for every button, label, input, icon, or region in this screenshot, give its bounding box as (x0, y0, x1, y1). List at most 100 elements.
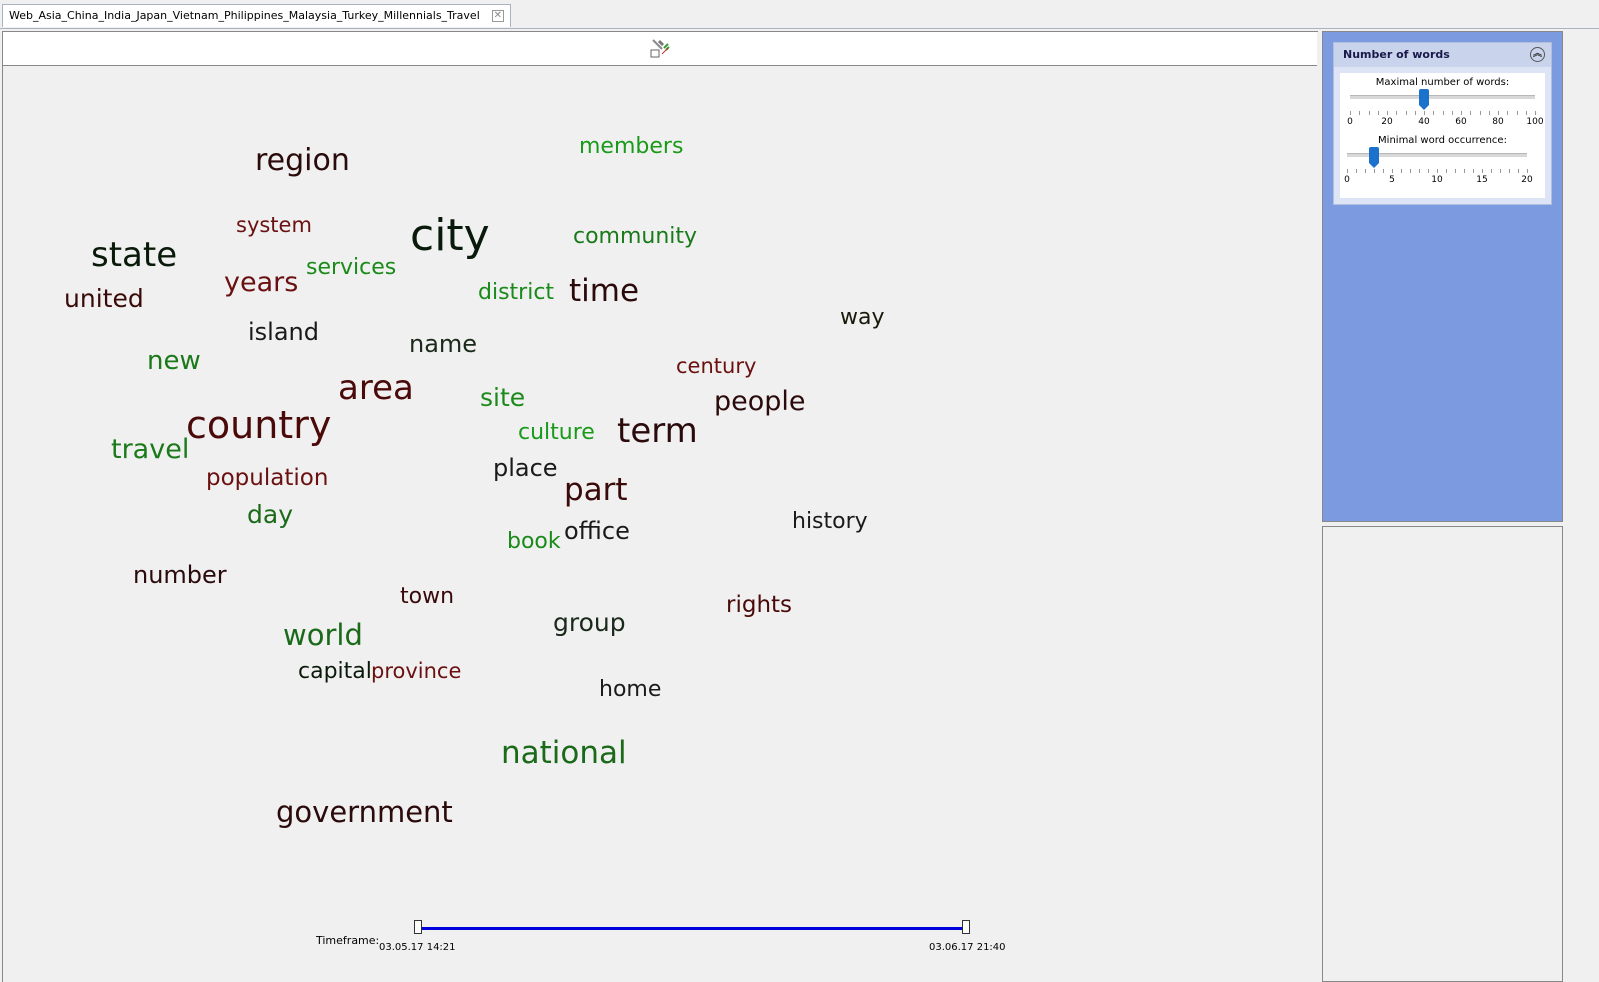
max-words-slider-tick-label: 0 (1347, 117, 1353, 127)
max-words-slider-tick (1368, 111, 1370, 115)
word-country[interactable]: country (186, 403, 332, 447)
max-words-slider-tick (1424, 111, 1425, 115)
word-region[interactable]: region (255, 143, 350, 178)
max-words-slider-tick-label: 100 (1526, 117, 1544, 127)
word-travel[interactable]: travel (111, 434, 190, 465)
timeframe-end-handle[interactable] (962, 920, 970, 934)
word-area[interactable]: area (338, 368, 414, 408)
word-way[interactable]: way (840, 305, 885, 330)
min-occurrence-slider-tick (1518, 169, 1519, 173)
max-words-slider-tick (1498, 111, 1499, 115)
word-term[interactable]: term (617, 411, 698, 451)
tab-strip: Web_Asia_China_India_Japan_Vietnam_Phili… (0, 0, 1599, 29)
word-new[interactable]: new (147, 346, 201, 376)
word-years[interactable]: years (224, 267, 299, 298)
word-rights[interactable]: rights (726, 592, 793, 618)
word-number[interactable]: number (133, 561, 227, 589)
max-words-slider-tick (1359, 111, 1361, 115)
word-name[interactable]: name (409, 330, 478, 358)
max-words-slider-tick (1405, 111, 1407, 115)
min-occurrence-label: Minimal word occurrence: (1378, 135, 1507, 146)
timeframe-track[interactable] (420, 927, 968, 930)
min-occurrence-slider-tick (1491, 169, 1492, 173)
word-province[interactable]: province (371, 659, 462, 683)
min-occurrence-slider-tick (1347, 169, 1348, 173)
min-occurrence-slider-tick (1392, 169, 1393, 173)
min-occurrence-slider-thumb[interactable] (1369, 147, 1379, 168)
min-occurrence-slider-tick (1455, 169, 1456, 173)
min-occurrence-slider-tick (1410, 169, 1411, 173)
settings-header: Number of words ︽ (1334, 43, 1551, 67)
word-place[interactable]: place (493, 454, 558, 482)
word-site[interactable]: site (480, 383, 526, 412)
max-words-slider-track[interactable] (1350, 95, 1535, 99)
word-people[interactable]: people (714, 386, 806, 417)
lower-right-panel (1322, 526, 1563, 982)
word-book[interactable]: book (507, 529, 561, 554)
max-words-slider-tick-label: 40 (1418, 117, 1430, 127)
min-occurrence-slider-tick (1356, 169, 1357, 173)
word-town[interactable]: town (400, 584, 455, 609)
max-words-slider[interactable]: 0 20 40 60 80 100 (1347, 89, 1544, 129)
max-words-label: Maximal number of words: (1375, 77, 1510, 88)
min-occurrence-slider-tick (1437, 169, 1438, 173)
tab-word-cloud[interactable]: Web_Asia_China_India_Japan_Vietnam_Phili… (2, 4, 511, 27)
max-words-slider-tick (1479, 111, 1481, 115)
toolbar (3, 32, 1317, 66)
word-state[interactable]: state (91, 235, 178, 275)
word-district[interactable]: district (478, 280, 555, 305)
word-time[interactable]: time (569, 273, 640, 309)
min-occurrence-slider-tick-label: 10 (1431, 175, 1443, 185)
min-occurrence-slider-tick (1473, 169, 1474, 173)
max-words-slider-tick (1535, 111, 1536, 115)
timeframe-start-handle[interactable] (414, 920, 422, 934)
word-home[interactable]: home (599, 677, 662, 702)
max-words-slider-tick (1433, 111, 1435, 115)
timeframe-end-date: 03.06.17 21:40 (929, 942, 1006, 953)
word-members[interactable]: members (579, 134, 684, 159)
timeframe-label: Timeframe: (316, 934, 380, 947)
word-government[interactable]: government (276, 795, 453, 829)
min-occurrence-slider-tick (1509, 169, 1510, 173)
word-island[interactable]: island (248, 318, 319, 346)
min-occurrence-slider-track[interactable] (1347, 153, 1527, 157)
word-system[interactable]: system (236, 213, 312, 237)
settings-panel: Number of words ︽ Maximal number of word… (1322, 31, 1563, 522)
max-words-slider-tick-label: 80 (1492, 117, 1504, 127)
word-cloud: region members system city community state yea… (3, 66, 1317, 926)
close-icon[interactable]: ✕ (491, 10, 504, 22)
max-words-slider-tick (1525, 111, 1527, 115)
max-words-slider-thumb[interactable] (1419, 89, 1429, 110)
max-words-slider-tick-label: 60 (1455, 117, 1467, 127)
min-occurrence-slider-tick (1482, 169, 1483, 173)
min-occurrence-slider-tick-label: 5 (1389, 175, 1395, 185)
min-occurrence-slider-tick (1464, 169, 1465, 173)
word-office[interactable]: office (564, 517, 630, 545)
word-national[interactable]: national (501, 735, 627, 771)
word-united[interactable]: united (64, 284, 144, 313)
max-words-slider-tick (1387, 111, 1388, 115)
word-part[interactable]: part (564, 472, 628, 508)
min-occurrence-slider-tick (1527, 169, 1528, 173)
word-century[interactable]: century (676, 354, 757, 378)
max-words-slider-tick (1350, 111, 1351, 115)
word-cloud-panel: region members system city community state yea… (2, 31, 1318, 982)
collapse-icon[interactable]: ︽ (1530, 47, 1545, 62)
word-group[interactable]: group (553, 608, 626, 637)
min-occurrence-slider-tick (1419, 169, 1420, 173)
word-world[interactable]: world (283, 618, 363, 652)
word-capital[interactable]: capital (298, 659, 372, 684)
settings-tools-icon[interactable] (648, 36, 672, 60)
word-city[interactable]: city (410, 210, 490, 261)
max-words-slider-tick (1377, 111, 1379, 115)
word-services[interactable]: services (306, 255, 397, 280)
word-community[interactable]: community (573, 224, 698, 249)
min-occurrence-slider-tick (1365, 169, 1366, 173)
word-day[interactable]: day (247, 500, 293, 529)
word-history[interactable]: history (792, 509, 868, 534)
word-culture[interactable]: culture (518, 420, 595, 445)
min-occurrence-slider[interactable]: 0 5 10 15 20 (1344, 147, 1533, 187)
word-population[interactable]: population (206, 465, 329, 491)
max-words-slider-tick (1507, 111, 1509, 115)
min-occurrence-slider-tick (1500, 169, 1501, 173)
